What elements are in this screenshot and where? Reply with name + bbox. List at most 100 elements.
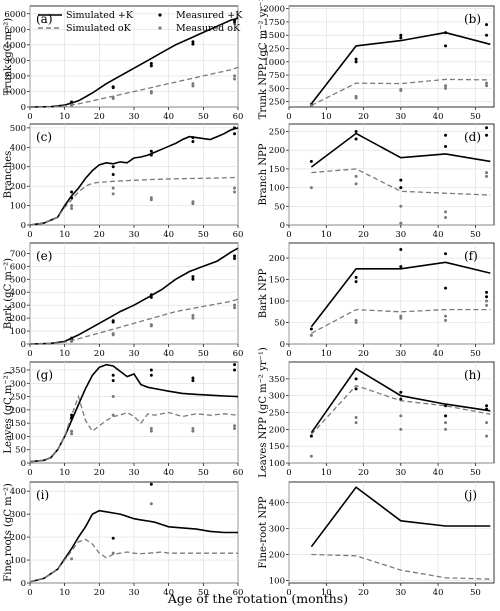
x-tick-label: 0 [286, 588, 291, 598]
series-measured-k-point [399, 397, 403, 401]
series-simulated-k-line [310, 132, 491, 168]
series-measured-ok-point [354, 174, 358, 178]
y-tick-label: 0 [280, 221, 285, 231]
series-measured-k-point [111, 379, 115, 383]
x-tick-label: 50 [198, 230, 209, 240]
series-measured-ok-point [191, 82, 195, 86]
x-tick-label: 60 [233, 230, 244, 240]
series-measured-k-point [70, 196, 74, 200]
x-tick-label: 10 [321, 468, 332, 478]
x-tick-label: 40 [163, 230, 174, 240]
y-axis-title: Bark (gC m⁻²) [3, 258, 14, 329]
series-measured-ok-point [111, 186, 115, 190]
series-measured-k-point [233, 20, 237, 24]
y-axis-title: Bark NPP [258, 268, 269, 318]
series-measured-ok-point [191, 314, 195, 318]
y-tick-label: 300 [10, 379, 26, 389]
y-axis-title: Branches [3, 151, 14, 199]
y-tick-label: 400 [10, 288, 26, 298]
x-tick-label: 0 [27, 588, 32, 598]
series-measured-ok-point [399, 414, 403, 418]
series-measured-ok-point [444, 84, 448, 88]
y-tick-label: 300 [269, 392, 285, 402]
series-measured-k-point [70, 416, 74, 420]
legend-measured-k-marker [158, 13, 162, 17]
y-axis-title: Fine roots (gC m⁻²) [3, 483, 14, 582]
series-measured-ok-point [354, 416, 358, 420]
y-tick-label: 0 [280, 340, 285, 350]
panel-label: (i) [36, 488, 49, 502]
series-measured-ok-point [399, 316, 403, 320]
series-measured-ok-point [70, 103, 74, 107]
panel-label: (h) [464, 368, 481, 382]
y-tick-label: 200 [10, 406, 26, 416]
series-measured-ok-point [485, 81, 489, 85]
x-tick-label: 10 [59, 112, 70, 122]
series-measured-ok-point [399, 314, 403, 318]
y-tick-label: 200 [10, 314, 26, 324]
panel-c: 0 100 200 300 400 500 0 10 20 30 40 50 60 (c) Branches [3, 123, 244, 240]
series-measured-k-point [444, 31, 448, 35]
series-measured-ok-point [485, 84, 489, 88]
panel-e: 0 100 200 300 400 500 600 700 0 10 20 30 40 50 60 (e) Ba… [3, 242, 244, 359]
x-tick-label: 30 [129, 468, 140, 478]
series-measured-k-point [444, 404, 448, 408]
legend: Simulated +K Measured +K Simulated oK Measu… [38, 10, 243, 34]
y-tick-label: 0 [21, 340, 26, 350]
x-tick-label: 20 [358, 468, 369, 478]
y-tick-label: 1500 [263, 31, 285, 41]
plot-frame-b [288, 5, 495, 108]
y-tick-label: 500 [10, 124, 26, 134]
x-tick-label: 30 [395, 349, 406, 359]
legend-measured-ok-marker [158, 26, 162, 30]
x-tick-label: 20 [358, 112, 369, 122]
series-measured-k-point [149, 293, 153, 297]
series-measured-k-point [191, 40, 195, 44]
y-tick-label: 1000 [4, 87, 26, 97]
series-measured-k-point [111, 320, 115, 324]
panel-label: (e) [36, 249, 52, 263]
series-simulated-ok-line [311, 308, 491, 334]
series-measured-k-point [485, 133, 489, 137]
series-measured-k-point [354, 137, 358, 141]
y-tick-label: 200 [269, 551, 285, 561]
series-measured-ok-point [191, 429, 195, 433]
x-tick-label: 40 [433, 349, 444, 359]
series-measured-ok-point [70, 204, 74, 208]
y-tick-label: 6000 [4, 10, 26, 20]
x-tick-label: 10 [321, 112, 332, 122]
x-tick-label: 0 [27, 349, 32, 359]
series-measured-ok-point [485, 421, 489, 425]
x-tick-label: 60 [233, 349, 244, 359]
series-measured-k-point [149, 368, 153, 372]
series-measured-k-point [354, 280, 358, 284]
y-tick-label: 200 [10, 182, 26, 192]
series-measured-k-point [354, 275, 358, 279]
x-tick-label: 50 [470, 349, 481, 359]
y-tick-label: 400 [10, 143, 26, 153]
series-measured-ok-point [111, 96, 115, 100]
series-simulated-k-line [29, 509, 238, 583]
y-tick-label: 250 [269, 127, 285, 137]
y-tick-label: 200 [10, 533, 26, 543]
y-axis-title: Fine-root NPP [258, 496, 269, 568]
panel-j: 100 200 300 400 0 10 20 30 40 50 (j) Fine-root NPP [258, 481, 495, 598]
series-measured-k-point [233, 132, 237, 136]
series-measured-ok-point [233, 306, 237, 310]
series-measured-k-point [485, 23, 489, 27]
y-axis-title: Leaves (gC m⁻²) [3, 371, 14, 453]
series-measured-ok-point [233, 426, 237, 430]
y-tick-label: 300 [10, 301, 26, 311]
y-tick-label: 200 [269, 254, 285, 264]
x-tick-label: 30 [129, 112, 140, 122]
x-tick-label: 30 [395, 468, 406, 478]
panel-label: (j) [464, 488, 477, 502]
series-measured-k-point [354, 60, 358, 64]
series-measured-k-point [354, 57, 358, 61]
series-measured-ok-point [233, 77, 237, 81]
series-simulated-k-line [310, 261, 491, 328]
y-tick-label: 2000 [263, 5, 285, 15]
series-measured-k-point [399, 265, 403, 269]
series-measured-ok-point [233, 186, 237, 190]
series-measured-ok-point [399, 89, 403, 93]
